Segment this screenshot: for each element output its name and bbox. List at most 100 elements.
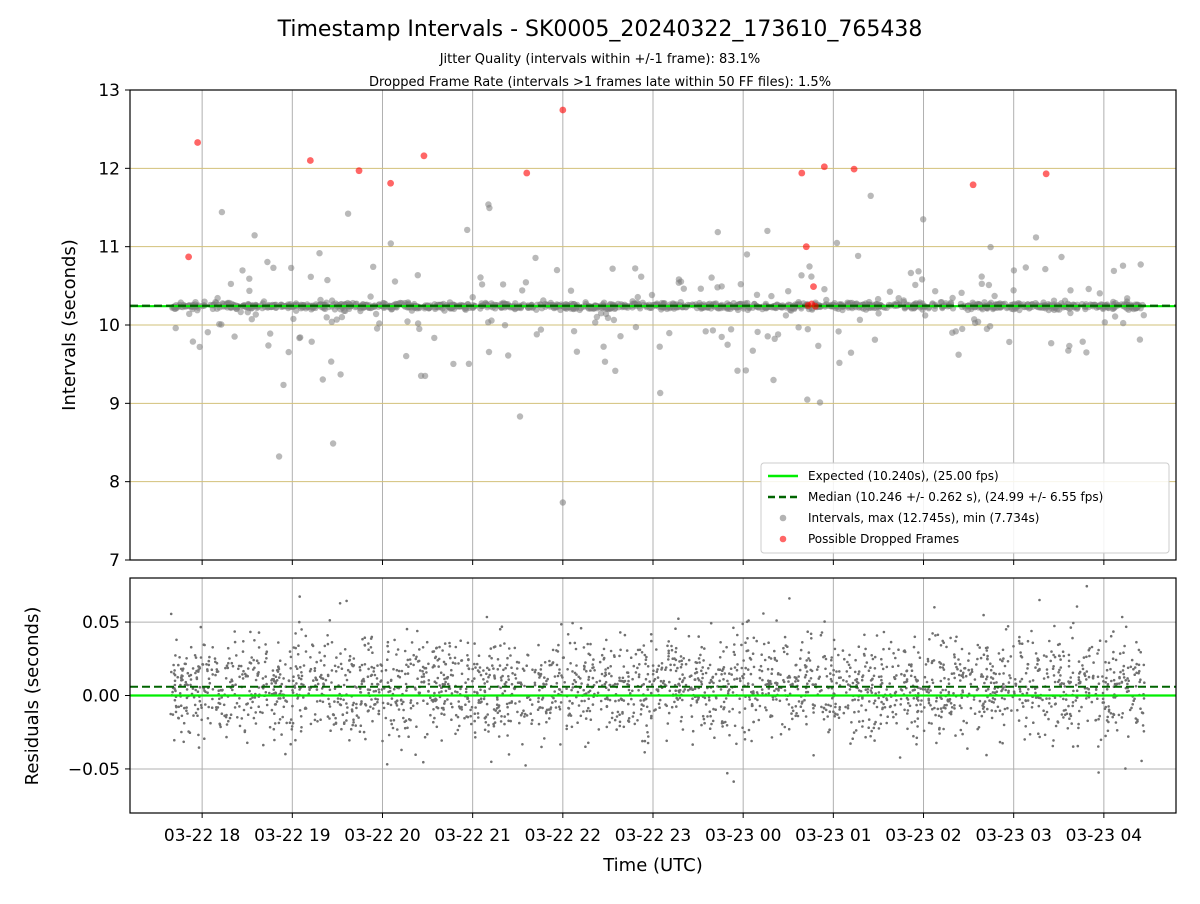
residual-point — [832, 669, 835, 672]
residual-point — [1007, 625, 1010, 628]
residual-point — [1044, 714, 1047, 717]
residual-point — [940, 691, 943, 694]
residual-point — [560, 623, 563, 626]
interval-point — [629, 298, 635, 304]
residual-point — [991, 665, 994, 668]
residual-point — [679, 697, 682, 700]
residual-point — [498, 735, 501, 738]
residual-point — [752, 683, 755, 686]
residual-point — [1121, 712, 1124, 715]
residual-point — [339, 602, 342, 605]
residual-point — [720, 673, 723, 676]
interval-point — [219, 209, 225, 215]
residual-point — [180, 674, 183, 677]
residual-point — [849, 688, 852, 691]
residual-point — [1016, 709, 1019, 712]
residual-point — [459, 688, 462, 691]
residual-point — [750, 673, 753, 676]
residual-point — [297, 644, 300, 647]
residual-point — [369, 706, 372, 709]
residual-point — [589, 654, 592, 657]
residual-point — [874, 667, 877, 670]
residual-point — [1107, 721, 1110, 724]
residual-point — [838, 717, 841, 720]
residual-point — [319, 700, 322, 703]
residual-point — [784, 689, 787, 692]
residual-point — [483, 698, 486, 701]
residual-point — [664, 683, 667, 686]
residual-point — [673, 657, 676, 660]
residual-point — [704, 691, 707, 694]
residual-point — [967, 669, 970, 672]
residual-point — [795, 677, 798, 680]
residual-point — [170, 613, 173, 616]
chart-subtitle-2: Dropped Frame Rate (intervals >1 frames … — [369, 75, 831, 90]
residual-point — [322, 701, 325, 704]
residual-point — [428, 683, 431, 686]
residual-point — [604, 668, 607, 671]
residual-point — [393, 719, 396, 722]
residual-point — [486, 703, 489, 706]
residual-point — [359, 687, 362, 690]
residual-point — [1121, 716, 1124, 719]
residual-point — [390, 719, 393, 722]
residual-point — [1086, 720, 1089, 723]
residual-point — [217, 689, 220, 692]
residual-point — [506, 703, 509, 706]
interval-point — [1065, 347, 1071, 353]
residual-point — [631, 690, 634, 693]
residual-point — [663, 680, 666, 683]
residual-point — [829, 705, 832, 708]
residual-point — [402, 709, 405, 712]
residual-point — [947, 678, 950, 681]
residual-point — [1143, 697, 1146, 700]
residual-point — [316, 688, 319, 691]
residual-point — [1088, 676, 1091, 679]
interval-point — [875, 310, 881, 316]
interval-point — [798, 272, 804, 278]
residual-point — [929, 704, 932, 707]
residual-point — [977, 687, 980, 690]
residual-point — [652, 664, 655, 667]
residual-point — [655, 648, 658, 651]
residual-point — [914, 720, 917, 723]
interval-point — [392, 278, 398, 284]
residual-point — [610, 675, 613, 678]
residual-point — [555, 649, 558, 652]
interval-point — [1124, 295, 1130, 301]
residual-point — [203, 689, 206, 692]
residual-point — [390, 679, 393, 682]
residual-point — [679, 678, 682, 681]
residual-point — [200, 704, 203, 707]
residual-point — [643, 751, 646, 754]
interval-point — [1023, 264, 1029, 270]
residual-point — [854, 671, 857, 674]
residual-point — [538, 723, 541, 726]
residual-point — [424, 736, 427, 739]
residual-point — [701, 683, 704, 686]
residual-point — [728, 710, 731, 713]
residual-point — [916, 725, 919, 728]
residual-point — [1097, 676, 1100, 679]
residual-point — [985, 678, 988, 681]
residual-point — [356, 714, 359, 717]
residual-point — [283, 706, 286, 709]
residual-point — [986, 675, 989, 678]
residual-point — [560, 674, 563, 677]
residual-point — [923, 730, 926, 733]
residual-point — [322, 677, 325, 680]
residual-point — [830, 664, 833, 667]
residual-point — [783, 681, 786, 684]
interval-point — [1102, 319, 1108, 325]
residual-point — [1071, 637, 1074, 640]
residual-point — [855, 729, 858, 732]
residual-point — [432, 721, 435, 724]
residual-point — [1135, 717, 1138, 720]
y-tick-label: 0.00 — [82, 687, 120, 707]
residual-point — [427, 690, 430, 693]
residual-point — [437, 665, 440, 668]
residual-point — [767, 668, 770, 671]
residual-point — [195, 670, 198, 673]
residual-point — [1126, 683, 1129, 686]
residual-point — [871, 684, 874, 687]
